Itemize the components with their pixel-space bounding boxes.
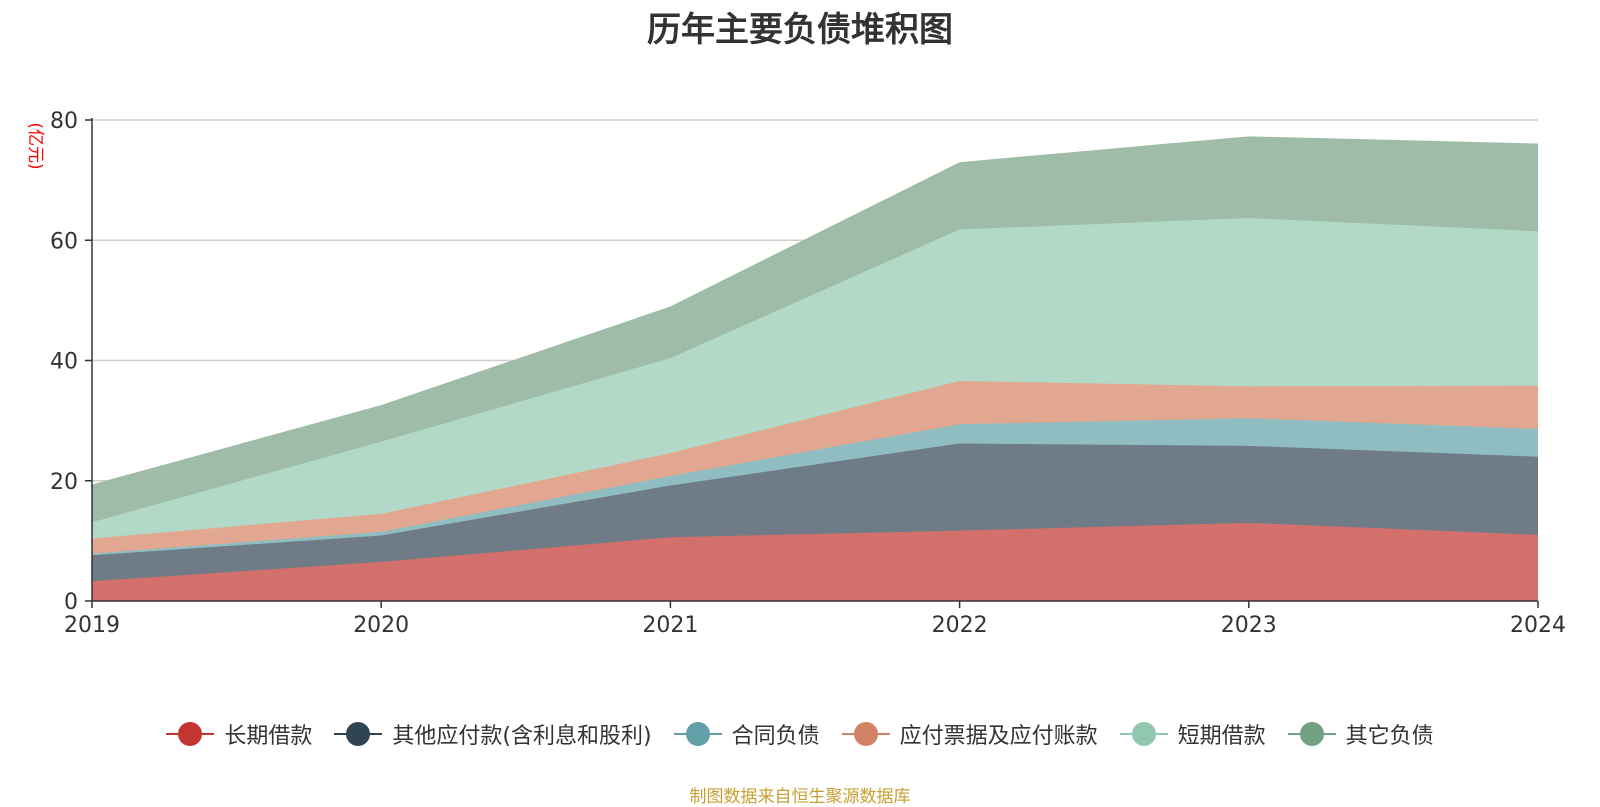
y-tick-label-80: 80 (50, 109, 78, 134)
chart-title: 历年主要负债堆积图 (647, 10, 953, 50)
x-tick-label-2023: 2023 (1221, 613, 1277, 638)
legend-item-4[interactable]: 应付票据及应付账款 (841, 718, 1098, 750)
area-series (91, 136, 1539, 601)
legend-label-2: 其他应付款(含利息和股利) (392, 724, 652, 749)
y-tick-label-20: 20 (50, 470, 78, 495)
area-series-4 (92, 380, 1538, 554)
area-series-1-edge (91, 522, 1539, 582)
area-series-5-edge (91, 217, 1539, 523)
legend-marker-4 (841, 721, 890, 747)
source-note: 制图数据来自恒生聚源数据库 (689, 787, 911, 807)
area-series-5 (92, 218, 1538, 539)
legend-label-3: 合同负债 (731, 724, 820, 749)
area-series-6-edge (91, 136, 1539, 486)
stacked-area-chart: 0 20 40 60 80 2019 2020 2021 2022 2023 2024 (亿元) (25, 109, 1566, 638)
legend: 长期借款 其他应付款(含利息和股利) 合同负债 应付票据及应付账款 短期借款 其它负债 (0, 718, 1600, 750)
area-series-1 (92, 522, 1538, 601)
legend-item-6[interactable]: 其它负债 (1287, 718, 1434, 750)
x-tick-label-2022: 2022 (932, 613, 988, 638)
x-tick-label-2021: 2021 (642, 613, 698, 638)
legend-label-5: 短期借款 (1177, 724, 1266, 749)
y-tick-label-0: 0 (64, 590, 78, 615)
x-tick-label-2024: 2024 (1510, 613, 1566, 638)
y-tick-label-60: 60 (50, 229, 78, 254)
axes: 0 20 40 60 80 2019 2020 2021 2022 2023 2024 (50, 109, 1566, 638)
x-tick-label-2019: 2019 (64, 613, 120, 638)
legend-item-3[interactable]: 合同负债 (673, 718, 820, 750)
legend-label-1: 长期借款 (224, 724, 313, 749)
legend-marker-6 (1287, 721, 1336, 747)
legend-label-4: 应付票据及应付账款 (899, 724, 1098, 749)
area-series-6 (92, 136, 1538, 523)
y-axis-unit-label: (亿元) (25, 122, 45, 169)
area-series-3 (92, 418, 1538, 556)
legend-marker-3 (673, 721, 722, 747)
legend-item-2[interactable]: 其他应付款(含利息和股利) (334, 718, 652, 750)
legend-item-5[interactable]: 短期借款 (1119, 718, 1266, 750)
x-tick-label-2020: 2020 (353, 613, 409, 638)
legend-item-1[interactable]: 长期借款 (166, 718, 312, 750)
legend-marker-1 (166, 721, 215, 747)
legend-marker-2 (334, 721, 383, 747)
area-series-2-edge (91, 442, 1539, 556)
legend-label-6: 其它负债 (1345, 724, 1434, 749)
legend-marker-5 (1119, 721, 1168, 747)
area-series-2 (92, 443, 1538, 582)
y-tick-label-40: 40 (50, 350, 78, 375)
